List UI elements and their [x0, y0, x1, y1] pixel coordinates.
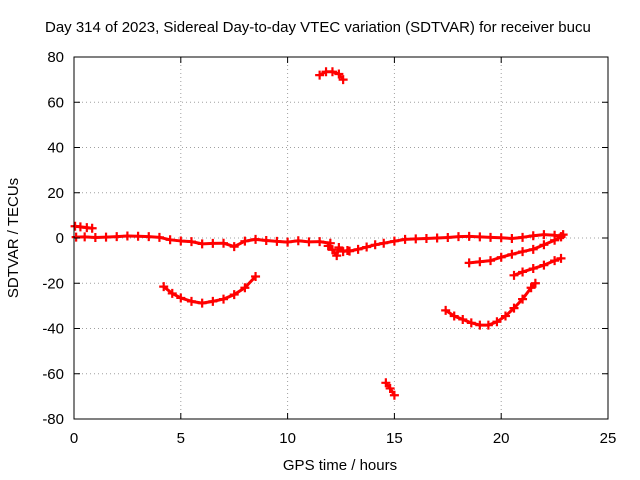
- y-tick-label: -60: [42, 366, 64, 383]
- series-segment: [510, 250, 525, 256]
- series-segment: [529, 281, 537, 290]
- x-tick-label: 15: [386, 430, 403, 447]
- series-segment: [222, 241, 236, 249]
- series-segment: [200, 299, 215, 305]
- series-segment: [232, 286, 247, 297]
- x-tick-label: 20: [493, 430, 510, 447]
- series-segment: [179, 239, 193, 244]
- series-arc-b: [71, 231, 335, 252]
- axis-ticks: 0 5 10 15 20 25 -80 -60 -40 -20 0 20 40 60 80: [42, 49, 616, 447]
- series-segment: [189, 299, 204, 305]
- series-segment: [115, 234, 129, 239]
- series-segment: [503, 306, 516, 318]
- x-tick-label: 0: [70, 430, 78, 447]
- series-segment: [446, 235, 460, 240]
- series-segment: [542, 259, 557, 267]
- series-segment: [147, 235, 161, 239]
- series-segment: [521, 234, 535, 239]
- series-segment: [264, 238, 279, 243]
- series-segment: [382, 239, 396, 245]
- series-segment: [232, 239, 247, 249]
- series-segment: [337, 72, 345, 82]
- y-tick-label: 40: [47, 140, 64, 157]
- series-segment: [189, 240, 204, 246]
- y-tick-label: 60: [47, 94, 64, 111]
- y-tick-label: -80: [42, 411, 64, 428]
- series-segment: [444, 308, 456, 318]
- x-axis-label: GPS time / hours: [283, 457, 397, 474]
- series-segment: [489, 255, 503, 263]
- series-segment: [296, 239, 311, 244]
- series-arc-e: [159, 271, 261, 308]
- series-segment: [521, 286, 533, 301]
- series-segment: [243, 274, 258, 290]
- series-segment: [286, 239, 300, 244]
- series-segment: [478, 259, 493, 264]
- series-segment: [512, 270, 525, 277]
- series-segment: [553, 256, 563, 263]
- series-segment: [275, 239, 290, 244]
- y-tick-label: -40: [42, 321, 64, 338]
- series-segment: [531, 243, 546, 251]
- series-segment: [559, 233, 565, 239]
- series-arc-i: [464, 230, 568, 268]
- series-segment: [179, 296, 193, 303]
- series-arc-j: [509, 253, 566, 280]
- chart-title: Day 314 of 2023, Sidereal Day-to-day VTE…: [45, 19, 591, 36]
- x-tick-label: 5: [177, 430, 185, 447]
- series-segment: [499, 236, 514, 240]
- series-arc-g: [381, 378, 399, 400]
- series-segment: [461, 317, 473, 325]
- series-segment: [168, 238, 183, 243]
- series-segment: [521, 267, 535, 274]
- x-tick-label: 10: [279, 430, 296, 447]
- series-arc-h: [441, 278, 540, 330]
- series-arc-a: [70, 221, 97, 233]
- series-segment: [211, 297, 226, 303]
- series-segment: [499, 252, 514, 259]
- series-segment: [495, 314, 507, 324]
- series-arc-f: [315, 67, 348, 85]
- series-segment: [392, 237, 407, 243]
- series-segment: [388, 386, 396, 397]
- series-segment: [512, 297, 525, 310]
- y-tick-label: -20: [42, 275, 64, 292]
- y-tick-label: 0: [56, 230, 64, 247]
- series-segment: [467, 260, 482, 265]
- series-segment: [521, 247, 535, 254]
- series-segment: [222, 293, 236, 301]
- series-arc-c: [323, 241, 352, 261]
- series-arc-d: [345, 230, 566, 256]
- series-segment: [510, 235, 525, 240]
- series-segment: [542, 238, 557, 247]
- series-segment: [157, 235, 172, 242]
- series-segment: [83, 235, 97, 240]
- series-segment: [452, 314, 465, 321]
- y-axis-label: SDTVAR / TECUs: [5, 178, 22, 298]
- series-segment: [170, 291, 183, 300]
- y-tick-label: 20: [47, 185, 64, 202]
- series-segment: [486, 320, 499, 327]
- series-segment: [162, 285, 174, 295]
- data-points: [70, 67, 568, 400]
- series-segment: [531, 233, 546, 238]
- x-tick-label: 25: [600, 430, 617, 447]
- series-segment: [531, 263, 546, 271]
- series-segment: [254, 237, 268, 242]
- series-segment: [85, 226, 94, 230]
- y-tick-label: 80: [47, 49, 64, 66]
- series-segment: [542, 233, 557, 237]
- series-segment: [243, 237, 258, 243]
